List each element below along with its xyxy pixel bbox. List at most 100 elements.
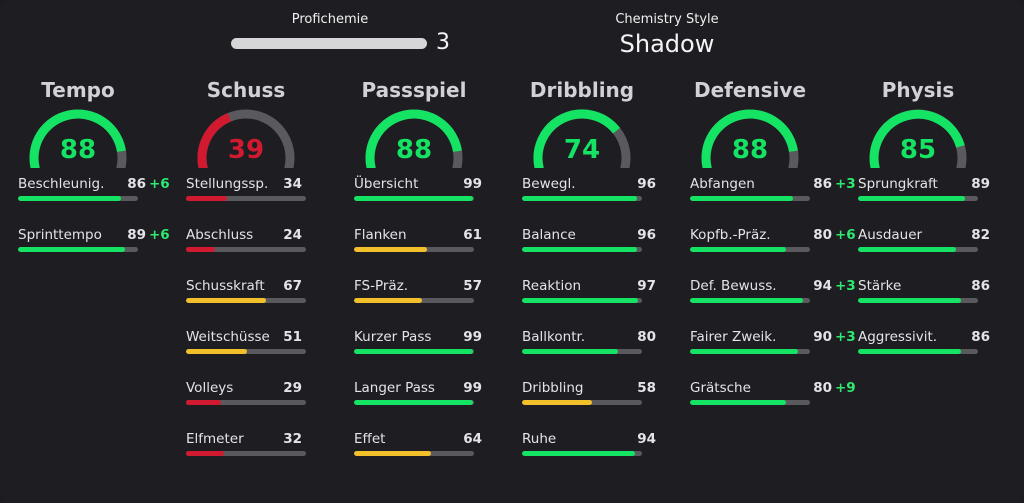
stat-name: Volleys	[186, 380, 234, 396]
gauge-fill	[869, 109, 965, 168]
stat-bar-fill	[522, 400, 592, 405]
stat-name: Grätsche	[690, 380, 751, 396]
stat-value: 29	[283, 380, 302, 396]
stat-row: Stärke 86	[858, 278, 1024, 329]
rating-gauge: 88	[700, 108, 800, 168]
stat-row: Sprinttempo 89 +6	[18, 227, 186, 278]
stat-value: 89	[127, 227, 146, 243]
stat-row: Effet 64	[354, 431, 522, 482]
stat-value: 90	[813, 329, 832, 345]
rating-gauge: 74	[532, 108, 632, 168]
category-rating: 85	[899, 135, 937, 165]
rating-gauge: 39	[196, 108, 296, 168]
stat-value: 86	[971, 329, 990, 345]
gauge-fill	[197, 113, 232, 168]
stat-row: Beschleunig. 86 +6	[18, 176, 186, 227]
stat-value: 32	[283, 431, 302, 447]
stat-bar-fill	[858, 298, 962, 303]
stat-bar-fill	[690, 196, 794, 201]
stat-row: Kopfb.-Präz. 80 +6	[690, 227, 858, 278]
stat-name: FS-Präz.	[354, 278, 409, 294]
stat-row: Ausdauer 82	[858, 227, 1024, 278]
stat-bar-fill	[354, 400, 473, 405]
stat-value: 51	[283, 329, 302, 345]
stat-bar-track	[186, 400, 306, 405]
category-title: Dribbling	[529, 78, 635, 102]
stat-name: Kopfb.-Präz.	[690, 227, 771, 243]
gauge-svg	[869, 109, 967, 168]
category-title: Tempo	[41, 78, 115, 102]
stat-list: Abfangen 86 +3 Kopfb.-Präz. 80 +6 Def. Bewuss.…	[690, 176, 858, 431]
profichemie-value: 3	[436, 30, 450, 55]
stat-name: Def. Bewuss.	[690, 278, 777, 294]
stat-value: 67	[283, 278, 302, 294]
stat-name: Sprinttempo	[18, 227, 102, 243]
stat-bar-track	[354, 400, 474, 405]
stat-bar-track	[186, 451, 306, 456]
stat-bar-fill	[186, 298, 267, 303]
stat-bar-fill	[522, 247, 638, 252]
stat-bar-fill	[186, 451, 225, 456]
stat-bar-fill	[690, 298, 803, 303]
stat-bar-track	[522, 400, 642, 405]
stat-bar-track	[354, 298, 474, 303]
category-column-passspiel: Passspiel 88 Übersicht 99 Flanken 61 FS-Präz. 5…	[354, 76, 522, 482]
stat-row: Stellungssp. 34	[186, 176, 354, 227]
stat-bar-fill	[858, 349, 962, 354]
stat-bar-fill	[354, 349, 473, 354]
stat-value: 80	[637, 329, 656, 345]
stat-value: 89	[971, 176, 990, 192]
stat-value: 97	[637, 278, 656, 294]
gauge-svg	[197, 109, 295, 168]
stat-name: Dribbling	[522, 380, 584, 396]
stat-bar-fill	[690, 247, 786, 252]
stat-boost: +3	[835, 278, 856, 294]
rating-gauge: 88	[364, 108, 464, 168]
stat-name: Fairer Zweik.	[690, 329, 777, 345]
gauge-svg	[701, 109, 799, 168]
category-rating: 88	[731, 135, 769, 165]
stat-row: Schusskraft 67	[186, 278, 354, 329]
category-column-tempo: Tempo 88 Beschleunig. 86 +6 Sprinttempo 89 +6	[18, 76, 186, 278]
stat-name: Flanken	[354, 227, 407, 243]
stat-value: 99	[463, 380, 482, 396]
stat-bar-track	[690, 349, 810, 354]
stat-name: Abfangen	[690, 176, 755, 192]
stat-bar-track	[522, 298, 642, 303]
stat-value: 86	[971, 278, 990, 294]
stat-row: Balance 96	[522, 227, 690, 278]
stat-bar-track	[690, 247, 810, 252]
stat-boost: +3	[835, 176, 856, 192]
gauge-svg	[29, 109, 127, 168]
stat-name: Übersicht	[354, 176, 419, 192]
stat-value: 58	[637, 380, 656, 396]
stat-name: Langer Pass	[354, 380, 435, 396]
stat-row: Bewegl. 96	[522, 176, 690, 227]
stat-row: Kurzer Pass 99	[354, 329, 522, 380]
stat-value: 94	[813, 278, 832, 294]
category-rating: 88	[395, 135, 433, 165]
stat-bar-fill	[186, 349, 248, 354]
stat-bar-track	[858, 349, 978, 354]
stat-list: Beschleunig. 86 +6 Sprinttempo 89 +6	[18, 176, 186, 278]
stat-value: 24	[283, 227, 302, 243]
stat-boost: +6	[149, 227, 170, 243]
stat-name: Abschluss	[186, 227, 254, 243]
gauge-svg	[533, 109, 631, 168]
category-column-defensive: Defensive 88 Abfangen 86 +3 Kopfb.-Präz. 80 +6 D…	[690, 76, 858, 431]
stat-bar-fill	[186, 400, 221, 405]
stat-row: Volleys 29	[186, 380, 354, 431]
stat-name: Ruhe	[522, 431, 557, 447]
category-column-physis: Physis 85 Sprungkraft 89 Ausdauer 82 Stärke 86 A…	[858, 76, 1024, 380]
stat-bar-fill	[354, 298, 423, 303]
stat-bar-track	[858, 247, 978, 252]
stat-value: 99	[463, 176, 482, 192]
stat-row: Elfmeter 32	[186, 431, 354, 482]
stat-bar-fill	[522, 196, 638, 201]
stat-bar-track	[858, 298, 978, 303]
stat-value: 96	[637, 227, 656, 243]
stat-bar-track	[18, 247, 138, 252]
category-column-dribbling: Dribbling 74 Bewegl. 96 Balance 96 Reaktion 97 B…	[522, 76, 690, 482]
stat-name: Sprungkraft	[858, 176, 938, 192]
